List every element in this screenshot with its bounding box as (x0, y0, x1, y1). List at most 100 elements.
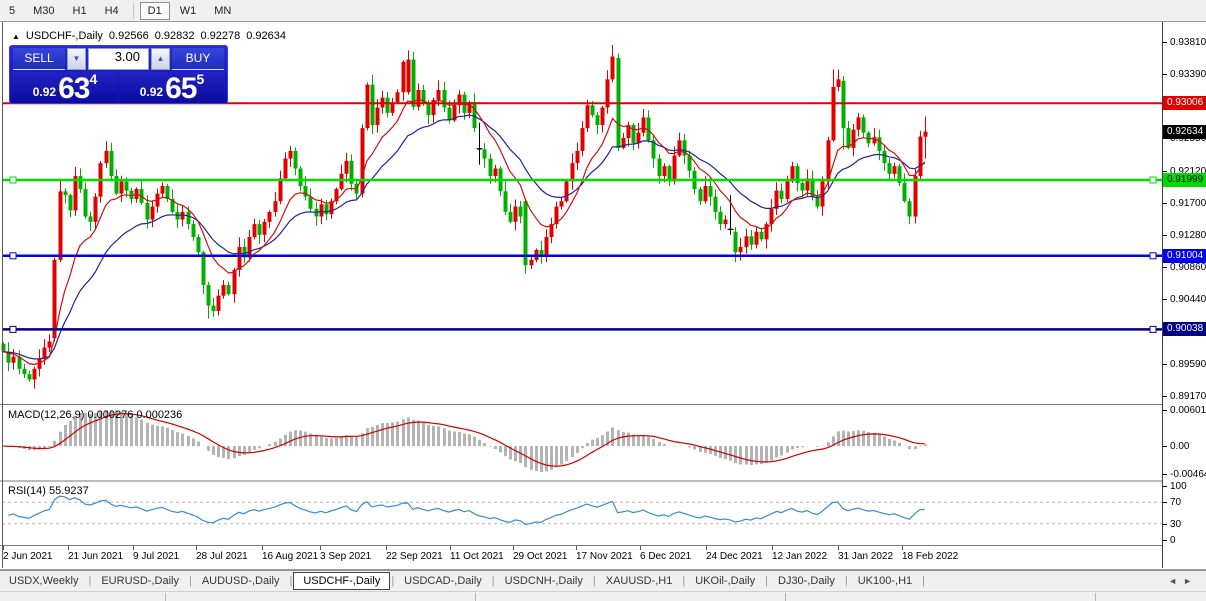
ask-pipette: 5 (196, 71, 205, 87)
ohlc-open: 0.92566 (108, 30, 149, 42)
macd-tick: 0.00 (1163, 440, 1206, 453)
date-tick-label: 31 Jan 2022 (838, 551, 894, 562)
timeframe-toolbar: 5 M30 H1 H4 D1 W1 MN (0, 0, 1206, 22)
chart-tab-audusd[interactable]: AUDUSD-,Daily (201, 575, 280, 587)
date-tick-label: 9 Jul 2021 (133, 551, 180, 562)
bid-pipette: 4 (89, 71, 98, 87)
macd-tick: 0.00601 (1163, 404, 1206, 417)
moving-averages (2, 99, 926, 366)
hline-price-label: 0.91004 (1163, 248, 1206, 263)
tab-scroll-arrows[interactable]: ◄► (1168, 576, 1198, 586)
timeframe-button-5[interactable]: 5 (9, 4, 16, 17)
date-tick-label: 6 Dec 2021 (640, 551, 692, 562)
current-price-label: 0.92634 (1163, 124, 1206, 139)
volume-increase-button[interactable]: ▲ (151, 48, 170, 70)
rsi-label: RSI(14) 55.9237 (8, 485, 89, 497)
status-strip (0, 591, 1206, 601)
price-tick: 0.90440 (1163, 293, 1206, 306)
tab-divider: | (188, 575, 192, 587)
tab-scroll-left-icon[interactable]: ◄ (1168, 576, 1184, 586)
chart-symbol-label: USDCHF-,Daily (25, 30, 103, 42)
timeframe-button-d1[interactable]: D1 (139, 1, 170, 20)
date-tick-label: 21 Jun 2021 (68, 551, 124, 562)
chart-tab-bar: USDX,Weekly | EURUSD-,Daily | AUDUSD-,Daily |… (0, 570, 1206, 591)
line-selection-handle[interactable] (9, 325, 17, 333)
rsi-tick: 0 (1163, 534, 1206, 547)
price-tick: 0.89170 (1163, 390, 1206, 403)
tab-scroll-right-icon[interactable]: ► (1183, 576, 1198, 586)
tab-divider: | (391, 575, 395, 587)
rsi-tick: 70 (1163, 496, 1206, 509)
chart-tab-dj30[interactable]: DJ30-,Daily (778, 575, 835, 587)
bid-prefix: 0.92 (32, 85, 57, 99)
chart-tab-usdcnh[interactable]: USDCNH-,Daily (504, 575, 583, 587)
hline-price-label: 0.90038 (1163, 322, 1206, 337)
line-selection-handle[interactable] (1149, 176, 1157, 184)
ask-price-display[interactable]: 0.92 65 5 (120, 71, 224, 105)
tab-divider: | (765, 575, 768, 587)
chart-tab-ukoil[interactable]: UKOil-,Daily (695, 575, 756, 587)
timeframe-button-m30[interactable]: M30 (33, 4, 55, 17)
chart-tab-usdx[interactable]: USDX,Weekly (9, 575, 79, 587)
line-selection-handle[interactable] (1149, 252, 1157, 260)
tab-divider: | (88, 575, 92, 587)
chart-tab-usdchf[interactable]: USDCHF-,Daily (293, 572, 391, 590)
line-selection-handle[interactable] (9, 252, 17, 260)
buy-button[interactable]: BUY (172, 48, 224, 70)
price-tick: 0.93810 (1163, 36, 1206, 49)
date-tick-label: 16 Aug 2021 (262, 551, 319, 562)
timeframe-button-h1[interactable]: H1 (72, 4, 87, 17)
line-selection-handle[interactable] (1149, 325, 1157, 333)
date-tick-label: 11 Oct 2021 (450, 551, 504, 562)
one-click-trading-panel: SELL ▼ 3.00 ▲ BUY 0.92 63 4 0.92 65 5 (9, 45, 228, 104)
bid-price-display[interactable]: 0.92 63 4 (13, 71, 117, 105)
hline-price-label: 0.91999 (1163, 172, 1206, 187)
chart-left-border (2, 22, 3, 568)
date-tick-label: 29 Oct 2021 (513, 551, 568, 562)
pane-separators (0, 404, 1206, 570)
volume-input[interactable]: 3.00 (88, 48, 149, 70)
date-tick-label: 3 Sep 2021 (320, 551, 372, 562)
chart-title: ▲ USDCHF-,Daily 0.92566 0.92832 0.92278 … (12, 30, 286, 42)
chart-tab-uk100[interactable]: UK100-,H1 (857, 575, 913, 587)
timeframe-button-h4[interactable]: H4 (104, 4, 119, 17)
rsi-tick: 100 (1163, 480, 1206, 493)
date-tick-label: 18 Feb 2022 (902, 551, 959, 562)
volume-decrease-button[interactable]: ▼ (67, 48, 86, 70)
price-tick: 0.91700 (1163, 197, 1206, 210)
timeframe-button-mn[interactable]: MN (214, 4, 232, 17)
strip-mark (1095, 593, 1096, 601)
tab-divider: | (844, 575, 848, 587)
line-selection-handle[interactable] (9, 176, 17, 184)
tab-divider: | (922, 575, 925, 587)
macd-tick: -0.00464 (1163, 468, 1206, 481)
rsi-indicator (2, 495, 1162, 526)
chart-tab-usdcad[interactable]: USDCAD-,Daily (404, 575, 482, 587)
tab-divider: | (592, 575, 596, 587)
tab-divider: | (682, 575, 686, 587)
hline-price-label: 0.93006 (1163, 96, 1206, 111)
strip-mark (475, 593, 476, 601)
ask-prefix: 0.92 (139, 85, 164, 99)
date-tick-label: 24 Dec 2021 (706, 551, 763, 562)
strip-mark (165, 593, 166, 601)
chart-tab-eurusd[interactable]: EURUSD-,Daily (101, 575, 179, 587)
price-tick: 0.92120 (1163, 165, 1206, 178)
tab-divider: | (289, 575, 293, 587)
ohlc-low: 0.92278 (200, 30, 241, 42)
ask-big-digits: 65 (165, 72, 197, 105)
collapse-arrow-icon[interactable]: ▲ (12, 31, 20, 41)
price-tick: 0.93390 (1163, 68, 1206, 81)
ohlc-close: 0.92634 (246, 30, 286, 42)
tab-divider: | (491, 575, 495, 587)
bid-big-digits: 63 (58, 72, 90, 105)
sell-button[interactable]: SELL (13, 48, 65, 70)
price-tick: 0.89590 (1163, 358, 1206, 371)
date-tick-label: 12 Jan 2022 (772, 551, 828, 562)
chart-tab-xauusd[interactable]: XAUUSD-,H1 (605, 575, 673, 587)
macd-indicator (3, 410, 927, 473)
date-tick-label: 28 Jul 2021 (196, 551, 248, 562)
timeframe-button-w1[interactable]: W1 (179, 4, 197, 17)
macd-label: MACD(12,26,9) 0.000276 0.000236 (8, 409, 183, 421)
